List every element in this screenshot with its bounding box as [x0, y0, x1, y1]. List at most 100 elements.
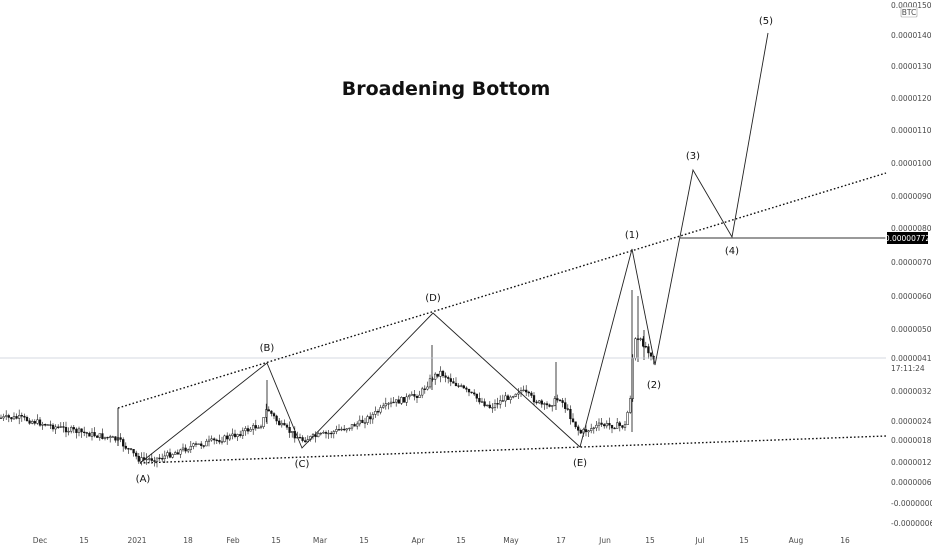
candle: [5, 410, 8, 421]
candle: [369, 412, 372, 425]
candle: [350, 424, 354, 431]
candle: [41, 421, 44, 430]
candle: [75, 427, 78, 439]
candle: [304, 437, 307, 443]
candle: [366, 414, 369, 425]
candle: [132, 449, 135, 457]
candle: [618, 421, 621, 432]
candle: [90, 428, 94, 441]
candle: [135, 450, 138, 460]
candle: [574, 421, 577, 429]
candle: [103, 436, 107, 441]
candle: [62, 421, 65, 433]
x-axis[interactable]: Dec 15 2021 18 Feb 15 Mar 15 Apr 15 May 17 Jun 15 Jul 1…: [33, 536, 850, 545]
candle: [330, 430, 333, 439]
candle: [517, 388, 520, 399]
candle: [577, 424, 580, 436]
candle: [327, 430, 330, 439]
x-tick-label: May: [503, 536, 519, 545]
candle: [88, 431, 91, 437]
candle: [319, 432, 322, 436]
candle: [207, 435, 211, 447]
candle: [592, 426, 595, 434]
candle: [64, 421, 68, 438]
candle: [395, 399, 398, 407]
candle: [233, 429, 237, 439]
wave-label: (2): [647, 380, 661, 391]
candle: [301, 435, 304, 443]
candle: [569, 405, 572, 425]
candle: [558, 399, 562, 402]
candle: [96, 434, 99, 438]
candle: [280, 420, 283, 428]
candle: [270, 410, 273, 417]
candle: [259, 424, 263, 430]
wave-label: (A): [136, 474, 151, 485]
candle: [467, 388, 471, 397]
candle: [298, 433, 302, 439]
candle: [348, 427, 351, 432]
candle: [639, 337, 642, 342]
candle: [486, 404, 489, 407]
candle: [356, 421, 359, 430]
candle: [72, 425, 75, 434]
candle: [621, 425, 624, 430]
candle: [67, 427, 70, 436]
candle: [382, 402, 385, 409]
candle: [553, 396, 556, 407]
candle: [7, 413, 10, 423]
candle: [449, 373, 452, 387]
candle: [610, 424, 614, 434]
candle: [423, 385, 426, 394]
candle: [54, 424, 57, 435]
y-tick-label: 0.00000500: [891, 325, 932, 334]
x-tick-label: 15: [645, 536, 655, 545]
candle: [649, 352, 653, 361]
candle: [168, 448, 172, 459]
candle: [137, 453, 140, 464]
candle: [634, 337, 637, 361]
candle: [85, 431, 88, 438]
upper-trendline: [117, 172, 887, 409]
y-axis[interactable]: 0.00001500 0.00001400 0.00001300 0.00001200…: [891, 1, 932, 528]
candle: [10, 417, 13, 422]
x-tick-label: Feb: [226, 536, 240, 545]
y-tick-label: 0.00001100: [891, 126, 932, 135]
candle: [387, 402, 390, 410]
wave-label: (C): [295, 459, 310, 470]
candle: [532, 392, 536, 406]
candle: [145, 453, 148, 465]
candle: [114, 436, 117, 443]
candle: [246, 425, 250, 435]
candle: [109, 434, 112, 443]
wave-label: (5): [759, 16, 773, 27]
candle: [228, 433, 231, 441]
x-tick-label: 15: [359, 536, 369, 545]
candle: [80, 428, 83, 438]
candle: [51, 423, 55, 432]
x-tick-label: 15: [79, 536, 89, 545]
candle: [241, 427, 244, 440]
candle: [291, 431, 294, 438]
candle: [496, 397, 499, 409]
wave-label: (B): [260, 343, 275, 354]
wave-label: (1): [625, 230, 639, 241]
candle: [488, 401, 491, 409]
candle: [57, 424, 60, 429]
candle: [38, 417, 42, 427]
candle: [483, 398, 486, 408]
candle: [18, 409, 21, 425]
x-tick-label: Apr: [412, 536, 426, 545]
candle: [361, 415, 364, 424]
candle: [392, 397, 395, 404]
candle: [644, 341, 647, 349]
wave-label: (D): [425, 293, 441, 304]
candle: [343, 424, 346, 432]
candle: [28, 418, 31, 425]
candle: [124, 442, 127, 451]
candle: [590, 423, 593, 434]
candle: [192, 442, 195, 450]
candle: [231, 428, 234, 440]
candle: [436, 373, 439, 379]
y-tick-label: 0.00000600: [891, 292, 932, 301]
